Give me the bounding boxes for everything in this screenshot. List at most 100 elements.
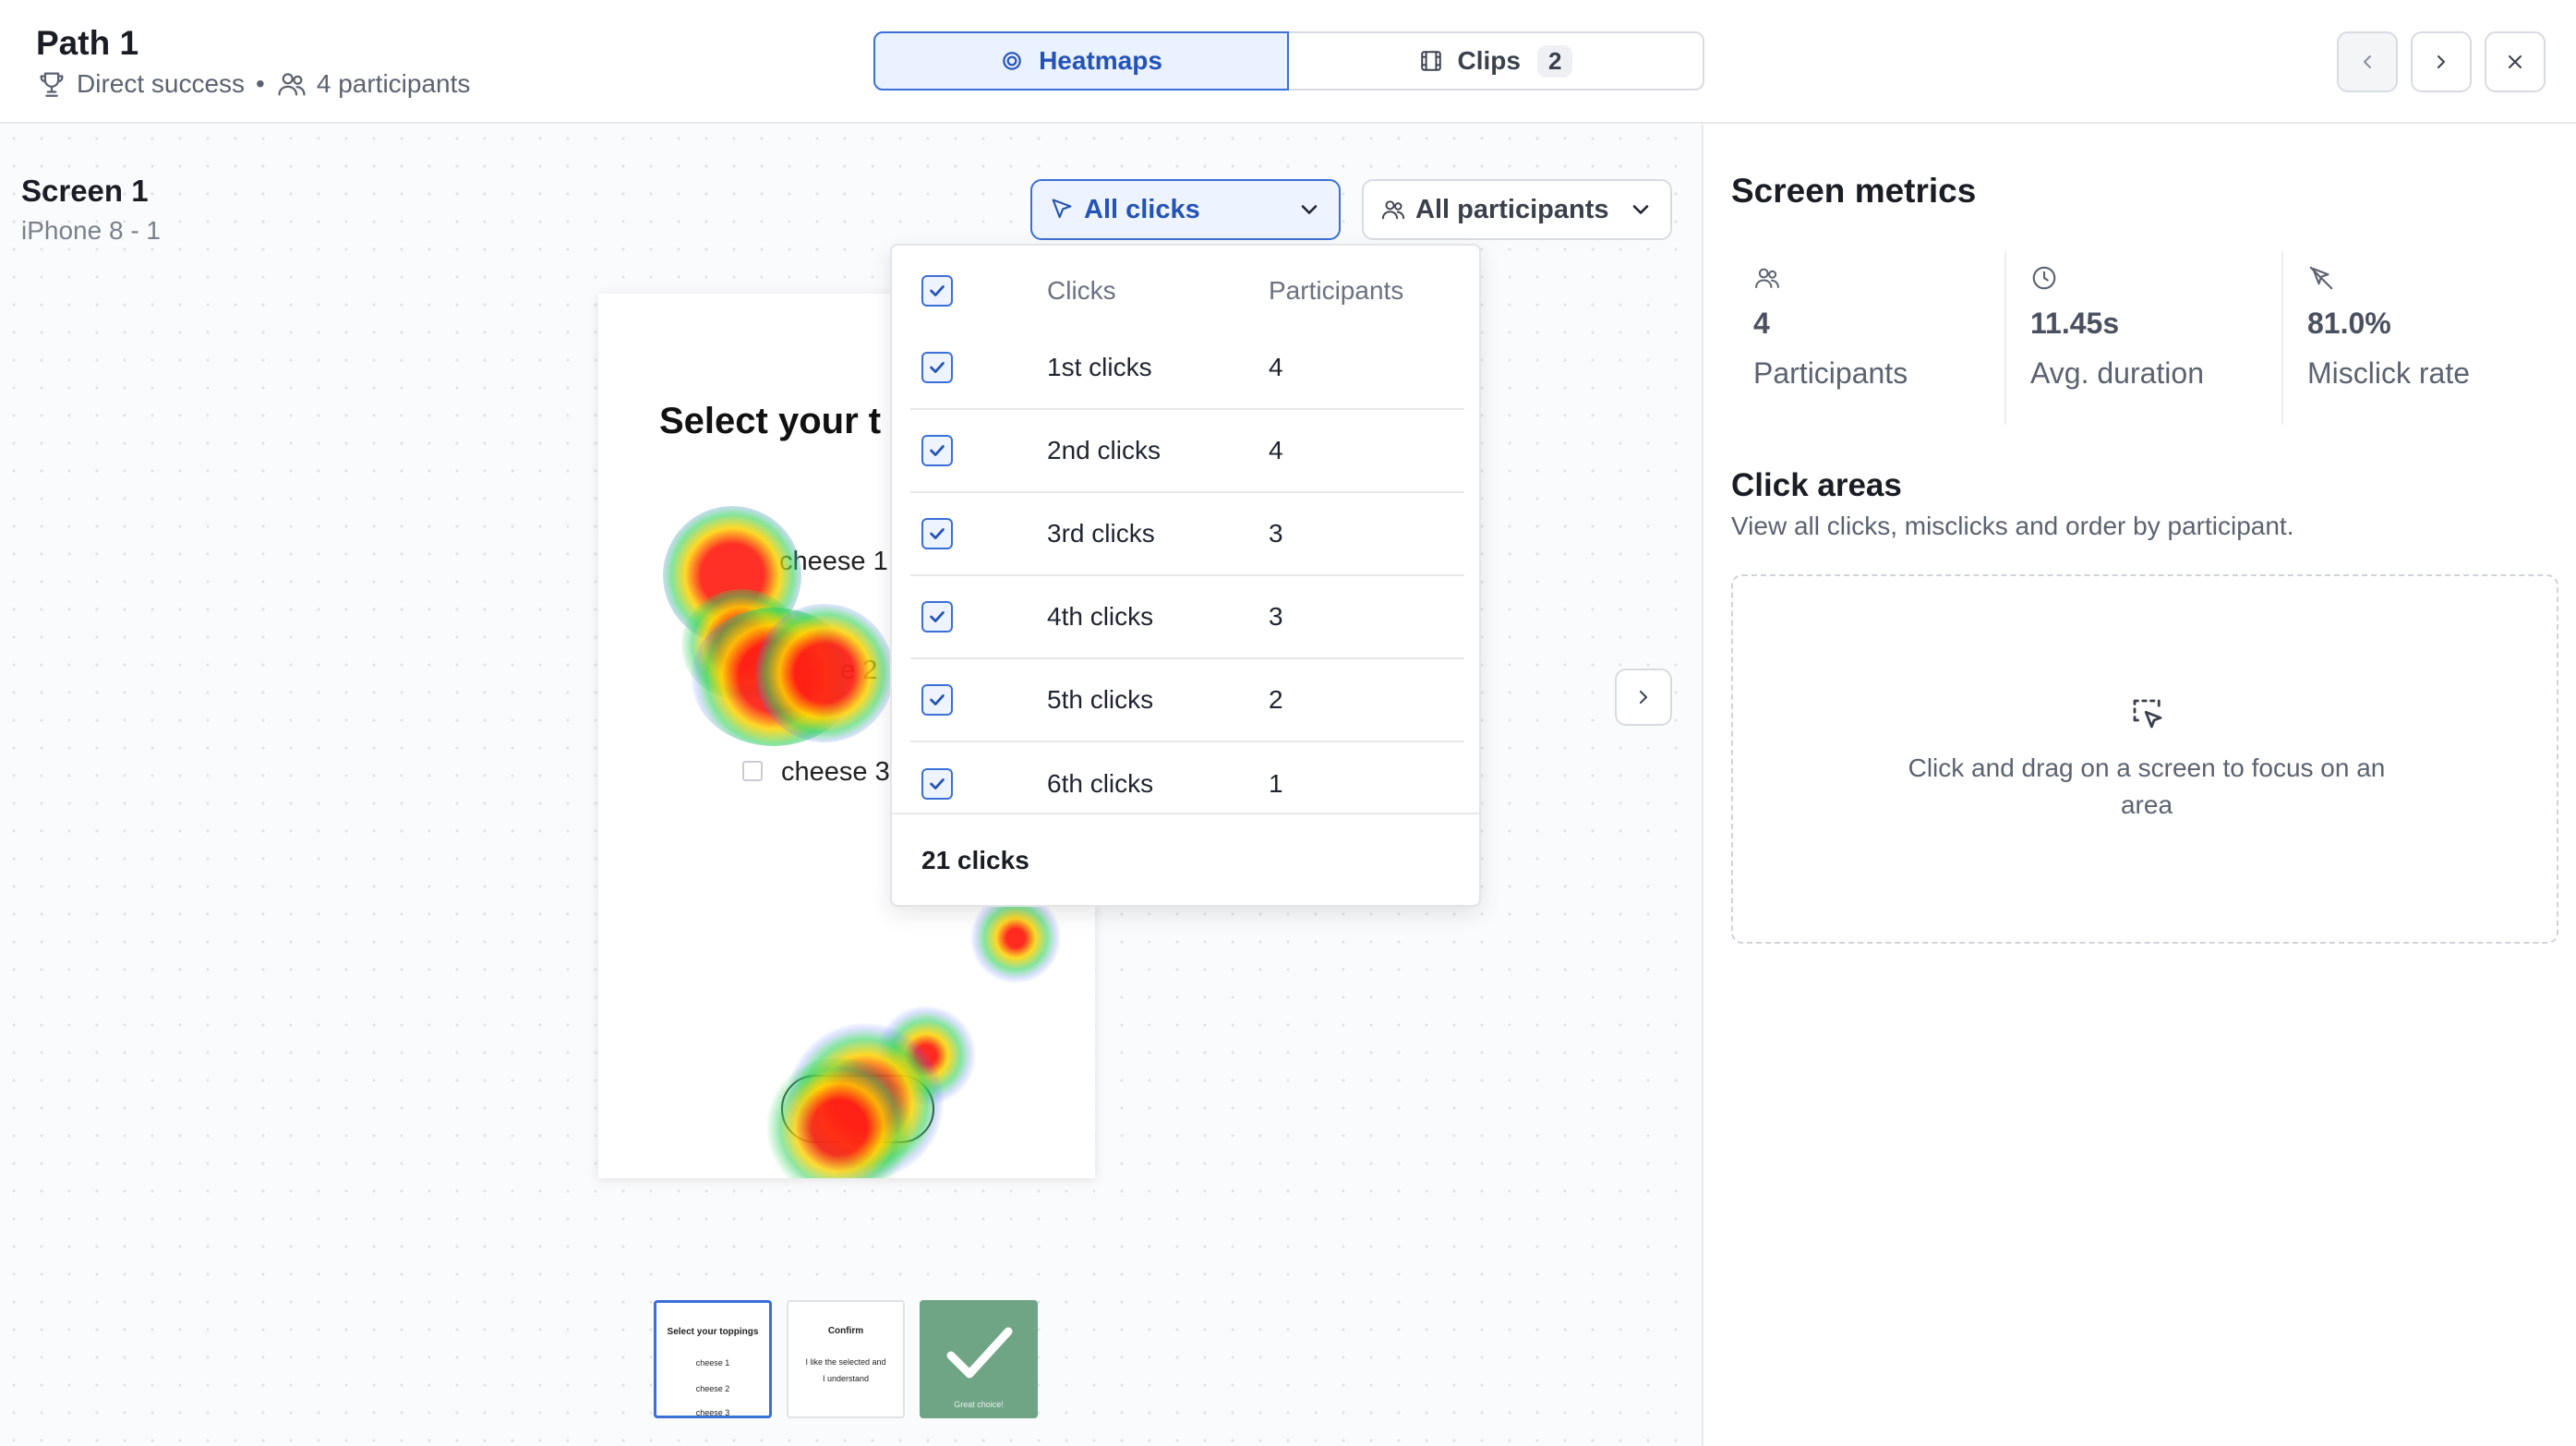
thumbnail-line: cheese 2	[695, 1384, 730, 1393]
users-icon	[1753, 264, 1781, 292]
tab-heatmaps-label: Heatmaps	[1039, 46, 1162, 75]
clicks-filter-label: All clicks	[1084, 194, 1200, 224]
cursor-icon	[1049, 197, 1075, 223]
row-checkbox[interactable]	[921, 352, 953, 383]
click-order-row[interactable]: 3rd clicks 3	[910, 493, 1464, 576]
click-order-row[interactable]: 6th clicks 1	[910, 742, 1464, 825]
click-areas-title: Click areas	[1731, 467, 1902, 503]
participants-filter-dropdown[interactable]: All participants	[1362, 179, 1672, 240]
users-icon	[276, 68, 317, 100]
select-area-icon	[2128, 694, 2167, 733]
click-order-participants: 1	[1269, 769, 1283, 798]
metric-duration: 11.45s Avg. duration	[2008, 251, 2283, 425]
clicks-filter-menu: Clicks Participants 1st clicks 4 2nd cli…	[890, 244, 1481, 907]
film-icon	[1419, 49, 1458, 73]
click-order-participants: 4	[1269, 353, 1283, 381]
trophy-icon	[36, 68, 77, 100]
participants-count: 4 participants	[316, 69, 471, 98]
click-order-label: 5th clicks	[1047, 685, 1154, 714]
screen-thumbnail-3[interactable]: Great choice!	[920, 1300, 1038, 1418]
chevron-right-icon	[1632, 686, 1655, 708]
row-checkbox[interactable]	[921, 768, 953, 800]
path-title: Path 1	[36, 24, 139, 62]
column-header-participants: Participants	[1269, 276, 1404, 305]
option-label: cheese 3	[781, 757, 890, 787]
screen-thumbnail-1[interactable]: Select your toppings cheese 1 cheese 2 c…	[654, 1300, 772, 1418]
thumbnail-line: I like the selected and	[805, 1357, 886, 1367]
screen-device: iPhone 8 - 1	[21, 216, 161, 245]
metric-value: 4	[1753, 307, 1770, 340]
thumbnail-title: Confirm	[827, 1326, 864, 1336]
column-header-clicks: Clicks	[1047, 276, 1116, 305]
thumbnail-line: cheese 3	[695, 1408, 730, 1417]
click-order-label: 2nd clicks	[1047, 436, 1161, 464]
click-order-row[interactable]: 1st clicks 4	[910, 327, 1464, 410]
click-order-participants: 3	[1269, 602, 1283, 631]
close-icon	[2504, 51, 2526, 73]
row-checkbox[interactable]	[921, 684, 953, 716]
row-checkbox[interactable]	[921, 601, 953, 633]
misclick-icon	[2307, 264, 2335, 292]
click-order-participants: 3	[1269, 519, 1283, 548]
metrics-title: Screen metrics	[1731, 172, 1977, 210]
heat-spot	[761, 1058, 918, 1178]
chevron-down-icon	[1296, 197, 1322, 223]
path-meta: Direct success • 4 participants	[36, 65, 470, 103]
click-areas-dropzone[interactable]: Click and drag on a screen to focus on a…	[1731, 574, 2558, 944]
click-order-participants: 4	[1269, 436, 1283, 464]
next-button[interactable]	[2411, 31, 2472, 92]
panel-divider	[1702, 125, 1703, 1446]
screen-heading: Select your t	[659, 401, 882, 441]
screen-title: Screen 1	[21, 174, 149, 208]
click-order-row[interactable]: 2nd clicks 4	[910, 410, 1464, 493]
chevron-down-icon	[1628, 197, 1654, 223]
click-order-participants: 2	[1269, 685, 1283, 714]
clock-icon	[2030, 264, 2058, 292]
metric-participants: 4 Participants	[1731, 251, 2006, 425]
clicks-menu-footer: 21 clicks	[892, 813, 1479, 907]
screen-thumbnail-2[interactable]: Confirm I like the selected and I unders…	[787, 1300, 905, 1418]
metric-value: 11.45s	[2030, 307, 2120, 340]
chevron-right-icon	[2430, 51, 2452, 73]
select-all-checkbox[interactable]	[921, 275, 953, 307]
row-checkbox[interactable]	[921, 518, 953, 549]
participants-filter-label: All participants	[1415, 194, 1609, 224]
metric-value: 81.0%	[2307, 307, 2391, 340]
previous-button[interactable]	[2337, 31, 2398, 92]
heat-spot	[755, 604, 894, 742]
thumbnail-line: I understand	[822, 1374, 870, 1383]
click-areas-subtitle: View all clicks, misclicks and order by …	[1731, 512, 2294, 540]
checkmark-icon	[944, 1322, 1016, 1385]
users-icon	[1380, 197, 1406, 223]
thumbnail-title: Select your toppings	[667, 1327, 759, 1337]
total-clicks: 21 clicks	[921, 846, 1029, 874]
metric-misclick: 81.0% Misclick rate	[2285, 251, 2560, 425]
clicks-filter-dropdown[interactable]: All clicks	[1030, 179, 1341, 240]
heat-spot	[969, 892, 1062, 984]
click-order-label: 4th clicks	[1047, 602, 1154, 631]
click-order-row[interactable]: 5th clicks 2	[910, 659, 1464, 742]
tab-clips[interactable]: Clips 2	[1289, 31, 1704, 90]
chevron-left-icon	[2356, 51, 2378, 73]
metric-label: Misclick rate	[2307, 356, 2471, 390]
click-order-label: 3rd clicks	[1047, 519, 1155, 548]
click-areas-hint: Click and drag on a screen to focus on a…	[1908, 753, 2386, 819]
option-checkbox[interactable]	[742, 761, 763, 781]
view-tabs: Heatmaps Clips 2	[873, 31, 1704, 90]
next-screen-arrow[interactable]	[1615, 669, 1672, 726]
click-order-label: 6th clicks	[1047, 769, 1154, 798]
meta-separator: •	[256, 69, 265, 98]
clicks-menu-header: Clicks Participants	[910, 249, 1464, 332]
row-checkbox[interactable]	[921, 435, 953, 466]
close-button[interactable]	[2485, 31, 2546, 92]
tab-clips-label: Clips	[1457, 46, 1521, 75]
heatmap-icon	[1000, 49, 1039, 73]
thumbnail-line: cheese 1	[695, 1358, 730, 1368]
tab-heatmaps[interactable]: Heatmaps	[873, 31, 1289, 90]
click-order-row[interactable]: 4th clicks 3	[910, 576, 1464, 659]
clips-count-badge: 2	[1537, 44, 1573, 78]
result-label: Direct success	[77, 69, 246, 98]
click-order-label: 1st clicks	[1047, 353, 1152, 381]
metric-label: Participants	[1753, 356, 1908, 390]
thumbnail-caption: Great choice!	[954, 1400, 1004, 1409]
